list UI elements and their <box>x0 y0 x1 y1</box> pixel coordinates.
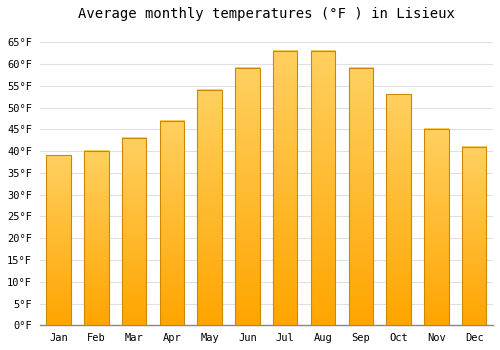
Bar <box>462 147 486 326</box>
Bar <box>386 94 411 326</box>
Bar <box>348 68 373 326</box>
Bar <box>273 51 297 326</box>
Bar <box>122 138 146 326</box>
Bar <box>84 151 108 326</box>
Bar <box>310 51 336 326</box>
Bar <box>424 129 448 326</box>
Bar <box>235 68 260 326</box>
Title: Average monthly temperatures (°F ) in Lisieux: Average monthly temperatures (°F ) in Li… <box>78 7 455 21</box>
Bar <box>160 121 184 326</box>
Bar <box>198 90 222 326</box>
Bar <box>46 155 71 326</box>
